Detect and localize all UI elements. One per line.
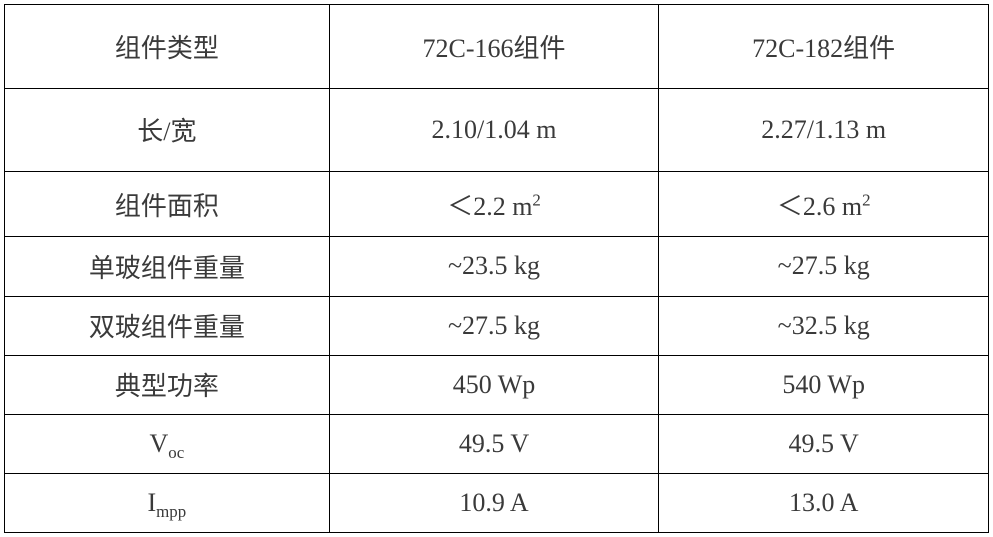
row-value2: 49.5 V [659,414,989,473]
row-label: 组件面积 [5,172,330,237]
table-row: 典型功率 450 Wp 540 Wp [5,355,989,414]
table-row: 双玻组件重量 ~27.5 kg ~32.5 kg [5,296,989,355]
table-row: 组件类型 72C-166组件 72C-182组件 [5,5,989,89]
row-label: 双玻组件重量 [5,296,330,355]
row-value1: ~23.5 kg [329,237,659,296]
row-value1: 450 Wp [329,355,659,414]
area-v1-sup: 2 [532,190,540,209]
row-value1: ＜2.2 m2 [329,172,659,237]
area-v2-sup: 2 [862,190,870,209]
impp-label-prefix: I [148,488,157,517]
row-label: Impp [5,473,330,532]
row-value2: ~27.5 kg [659,237,989,296]
table-row: Impp 10.9 A 13.0 A [5,473,989,532]
voc-label-sub: oc [168,443,184,462]
row-value2: ~32.5 kg [659,296,989,355]
table-row: 长/宽 2.10/1.04 m 2.27/1.13 m [5,88,989,172]
table-row: 组件面积 ＜2.2 m2 ＜2.6 m2 [5,172,989,237]
row-label: Voc [5,414,330,473]
row-label: 单玻组件重量 [5,237,330,296]
header-label: 组件类型 [5,5,330,89]
row-value2: 2.27/1.13 m [659,88,989,172]
table-row: 单玻组件重量 ~23.5 kg ~27.5 kg [5,237,989,296]
row-label: 长/宽 [5,88,330,172]
spec-table: 组件类型 72C-166组件 72C-182组件 长/宽 2.10/1.04 m… [4,4,989,533]
row-value1: 2.10/1.04 m [329,88,659,172]
area-v2-prefix: ＜2.6 m [777,192,862,221]
area-v1-prefix: ＜2.2 m [447,192,532,221]
row-value1: 10.9 A [329,473,659,532]
row-value2: 540 Wp [659,355,989,414]
impp-label-sub: mpp [156,502,186,521]
voc-label-prefix: V [149,429,168,458]
header-col1: 72C-166组件 [329,5,659,89]
row-value2: 13.0 A [659,473,989,532]
row-value1: ~27.5 kg [329,296,659,355]
table-row: Voc 49.5 V 49.5 V [5,414,989,473]
header-col2: 72C-182组件 [659,5,989,89]
row-label: 典型功率 [5,355,330,414]
row-value1: 49.5 V [329,414,659,473]
row-value2: ＜2.6 m2 [659,172,989,237]
